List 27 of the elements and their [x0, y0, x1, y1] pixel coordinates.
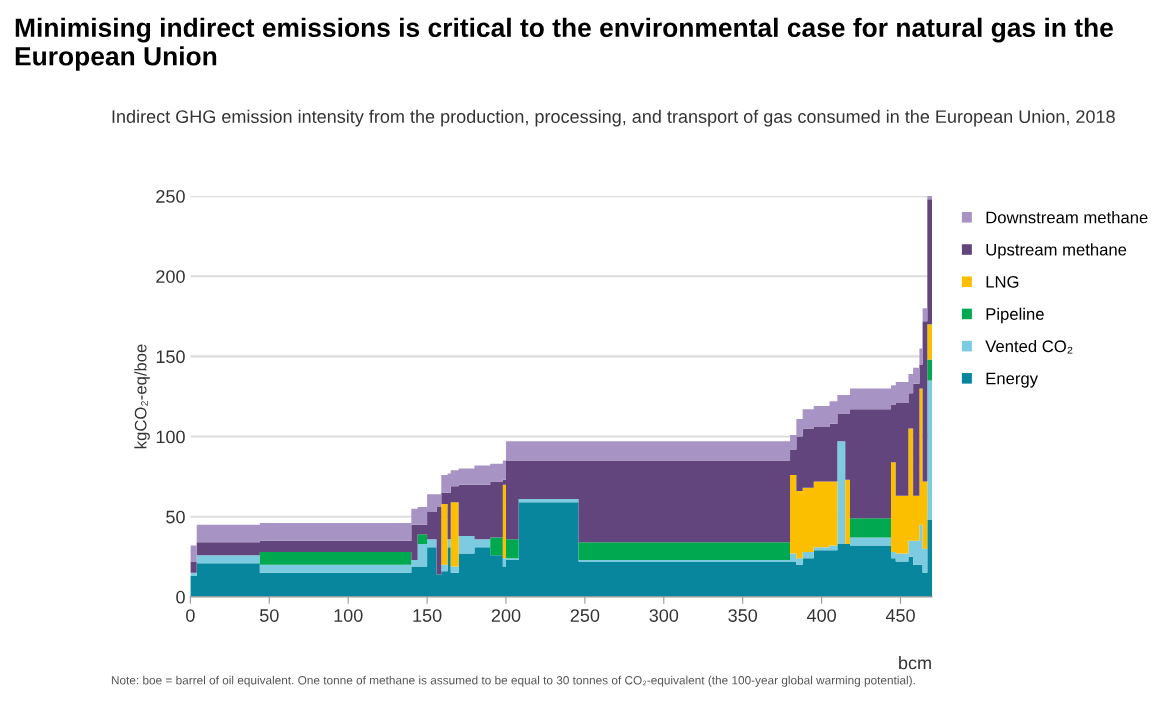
x-axis-title: bcm: [899, 656, 931, 670]
legend-label: Energy: [986, 372, 1039, 388]
x-tick-label: 0: [186, 609, 195, 622]
x-tick-label: 400: [806, 609, 836, 622]
y-tick-label: 50: [166, 510, 185, 524]
y-tick-label: 250: [156, 190, 185, 203]
y-tick-label: 100: [156, 430, 185, 444]
legend-label: Downstream methane: [986, 211, 1148, 224]
text: Note: boe = barrel of oil equivalent. One tonne of methane is assumed to be equal to 30 tonnes of CO₂-equivalent (the 100-year global warming potential).: [111, 675, 915, 687]
x-tick-label: 250: [570, 609, 600, 622]
x-tick-label: 150: [413, 609, 442, 622]
legend-label: LNG: [986, 275, 1019, 288]
x-tick-label: 350: [728, 609, 758, 622]
y-tick-label: 0: [176, 590, 185, 604]
x-tick-label: 100: [334, 609, 363, 622]
legend-label: Pipeline: [986, 307, 1044, 324]
legend-label: Upstream methane: [986, 243, 1127, 259]
y-axis-title: kgCO₂-eq/boe: [134, 344, 150, 449]
x-tick-label: 300: [649, 609, 679, 622]
y-tick-label: 200: [156, 270, 185, 283]
x-tick-label: 200: [491, 609, 521, 622]
y-tick-label: 150: [156, 350, 185, 364]
x-tick-label: 50: [259, 609, 279, 622]
chart-subtitle: Indirect GHG emission intensity from the production, processing, and transport of gas consumed in the European Union, 2018: [112, 109, 1115, 127]
legend-label: Vented CO₂: [985, 339, 1073, 354]
x-tick-label: 450: [885, 609, 915, 622]
chart-title: Minimising indirect emissions is critical to the environmental case for natural gas in the European Union: [15, 17, 1113, 71]
